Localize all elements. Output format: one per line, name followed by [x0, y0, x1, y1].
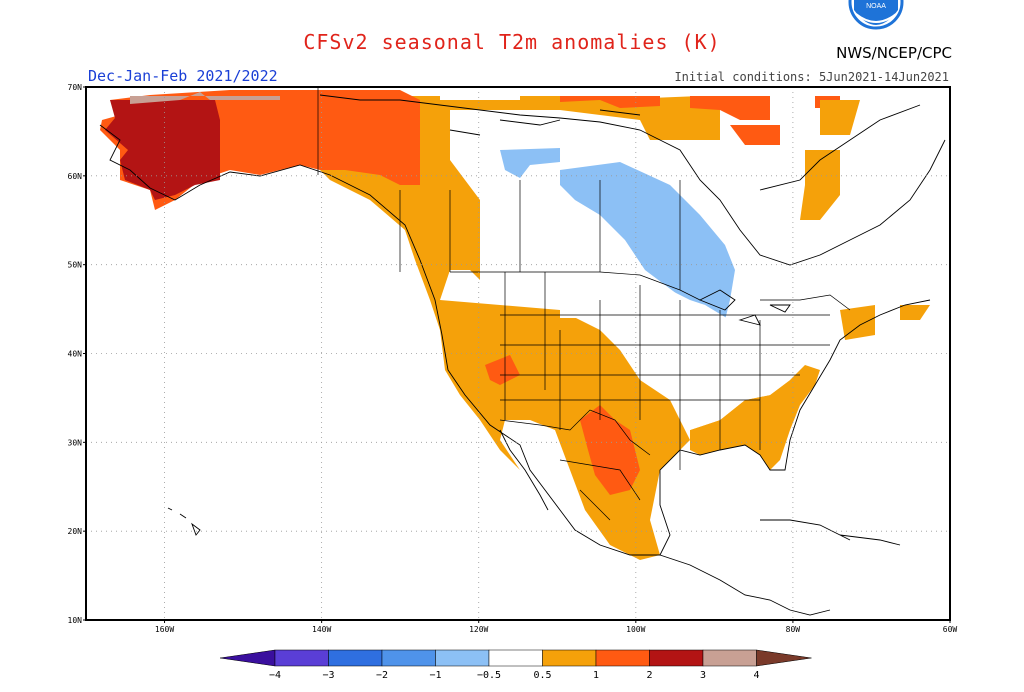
colorbar-box	[542, 649, 597, 667]
colorbar-tick-label: 0.5	[533, 670, 551, 681]
agency-label: NWS/NCEP/CPC	[836, 44, 952, 62]
lon-tick-label: 60W	[943, 625, 958, 634]
mexico-states	[559, 459, 641, 521]
colorbar-tick-label: −1	[429, 670, 441, 681]
lat-tick-label: 70N	[68, 83, 83, 92]
colorbar-box	[702, 649, 757, 667]
lat-tick-label: 20N	[68, 527, 83, 536]
colorbar-tick-labels: −4 −3 −2 −1 −0.5 0.5 1 2 3 4	[269, 670, 760, 681]
islands-hawaii	[167, 507, 201, 536]
lat-tick-label: 10N	[68, 616, 83, 625]
state-lines	[500, 272, 830, 470]
colorbar-box	[328, 649, 383, 667]
period-label: Dec-Jan-Feb 2021/2022	[88, 67, 278, 85]
anomaly-region-southwest-red	[485, 355, 640, 495]
coastline-arctic	[319, 94, 946, 266]
anomaly-region-central-us-white	[560, 285, 830, 430]
colorbar-boxes	[219, 649, 812, 667]
colorbar-tick-label: −4	[269, 670, 281, 681]
border-us-mexico	[499, 409, 651, 456]
anomaly-region-alaska-pink	[130, 92, 280, 104]
colorbar-box	[488, 649, 543, 667]
initial-conditions-label: Initial conditions: 5Jun2021-14Jun2021	[674, 70, 949, 84]
anomaly-region-central-canada-blue	[500, 148, 735, 320]
lat-tick-label: 30N	[68, 438, 83, 447]
lon-tick-label: 100W	[626, 625, 645, 634]
lat-tick-label: 40N	[68, 350, 83, 359]
colorbar-box	[381, 649, 436, 667]
longitude-labels: 160W 140W 120W 100W 80W 60W	[155, 620, 957, 634]
lat-tick-label: 50N	[68, 261, 83, 270]
noaa-logo-icon: NOAA	[848, 0, 904, 30]
coastline-central-america	[659, 519, 901, 616]
border-us-canada	[450, 271, 851, 311]
colorbar-tick-label: −2	[376, 670, 388, 681]
anomaly-region-alaska-darkred	[105, 100, 220, 200]
anomaly-region-arctic-red	[560, 96, 840, 145]
coastline-gulf	[659, 299, 931, 556]
colorbar-tick-label: −3	[322, 670, 334, 681]
colorbar-tick-label: 1	[593, 670, 599, 681]
great-lakes	[698, 289, 791, 326]
lon-tick-label: 80W	[786, 625, 801, 634]
colorbar-box	[649, 649, 704, 667]
colorbar-box	[595, 649, 650, 667]
lon-tick-label: 140W	[312, 625, 331, 634]
latitude-labels: 70N 60N 50N 40N 30N 20N 10N	[68, 83, 86, 625]
colorbar-tick-label: −0.5	[477, 670, 501, 681]
province-lines	[399, 180, 681, 290]
lat-tick-label: 60N	[68, 172, 83, 181]
lon-tick-label: 120W	[469, 625, 488, 634]
colorbar-box	[274, 649, 329, 667]
colorbar-tick-label: 2	[646, 670, 652, 681]
coastline-west	[99, 124, 660, 556]
chart-title: CFSv2 seasonal T2m anomalies (K)	[303, 30, 721, 54]
political-boundaries	[317, 88, 851, 521]
svg-text:NOAA: NOAA	[866, 3, 886, 10]
graticule	[86, 87, 950, 620]
colorbar-min-arrow	[219, 649, 276, 667]
coastline-baja	[499, 429, 549, 511]
anomaly-region-northeast-orange	[800, 100, 930, 340]
coastlines	[99, 94, 946, 616]
anomaly-region-southeast	[690, 365, 820, 470]
colorbar-box	[435, 649, 490, 667]
lon-tick-label: 160W	[155, 625, 174, 634]
anomaly-shading	[100, 90, 930, 560]
colorbar-tick-label: 4	[753, 670, 759, 681]
colorbar-max-arrow	[756, 649, 812, 667]
colorbar-tick-label: 3	[700, 670, 706, 681]
